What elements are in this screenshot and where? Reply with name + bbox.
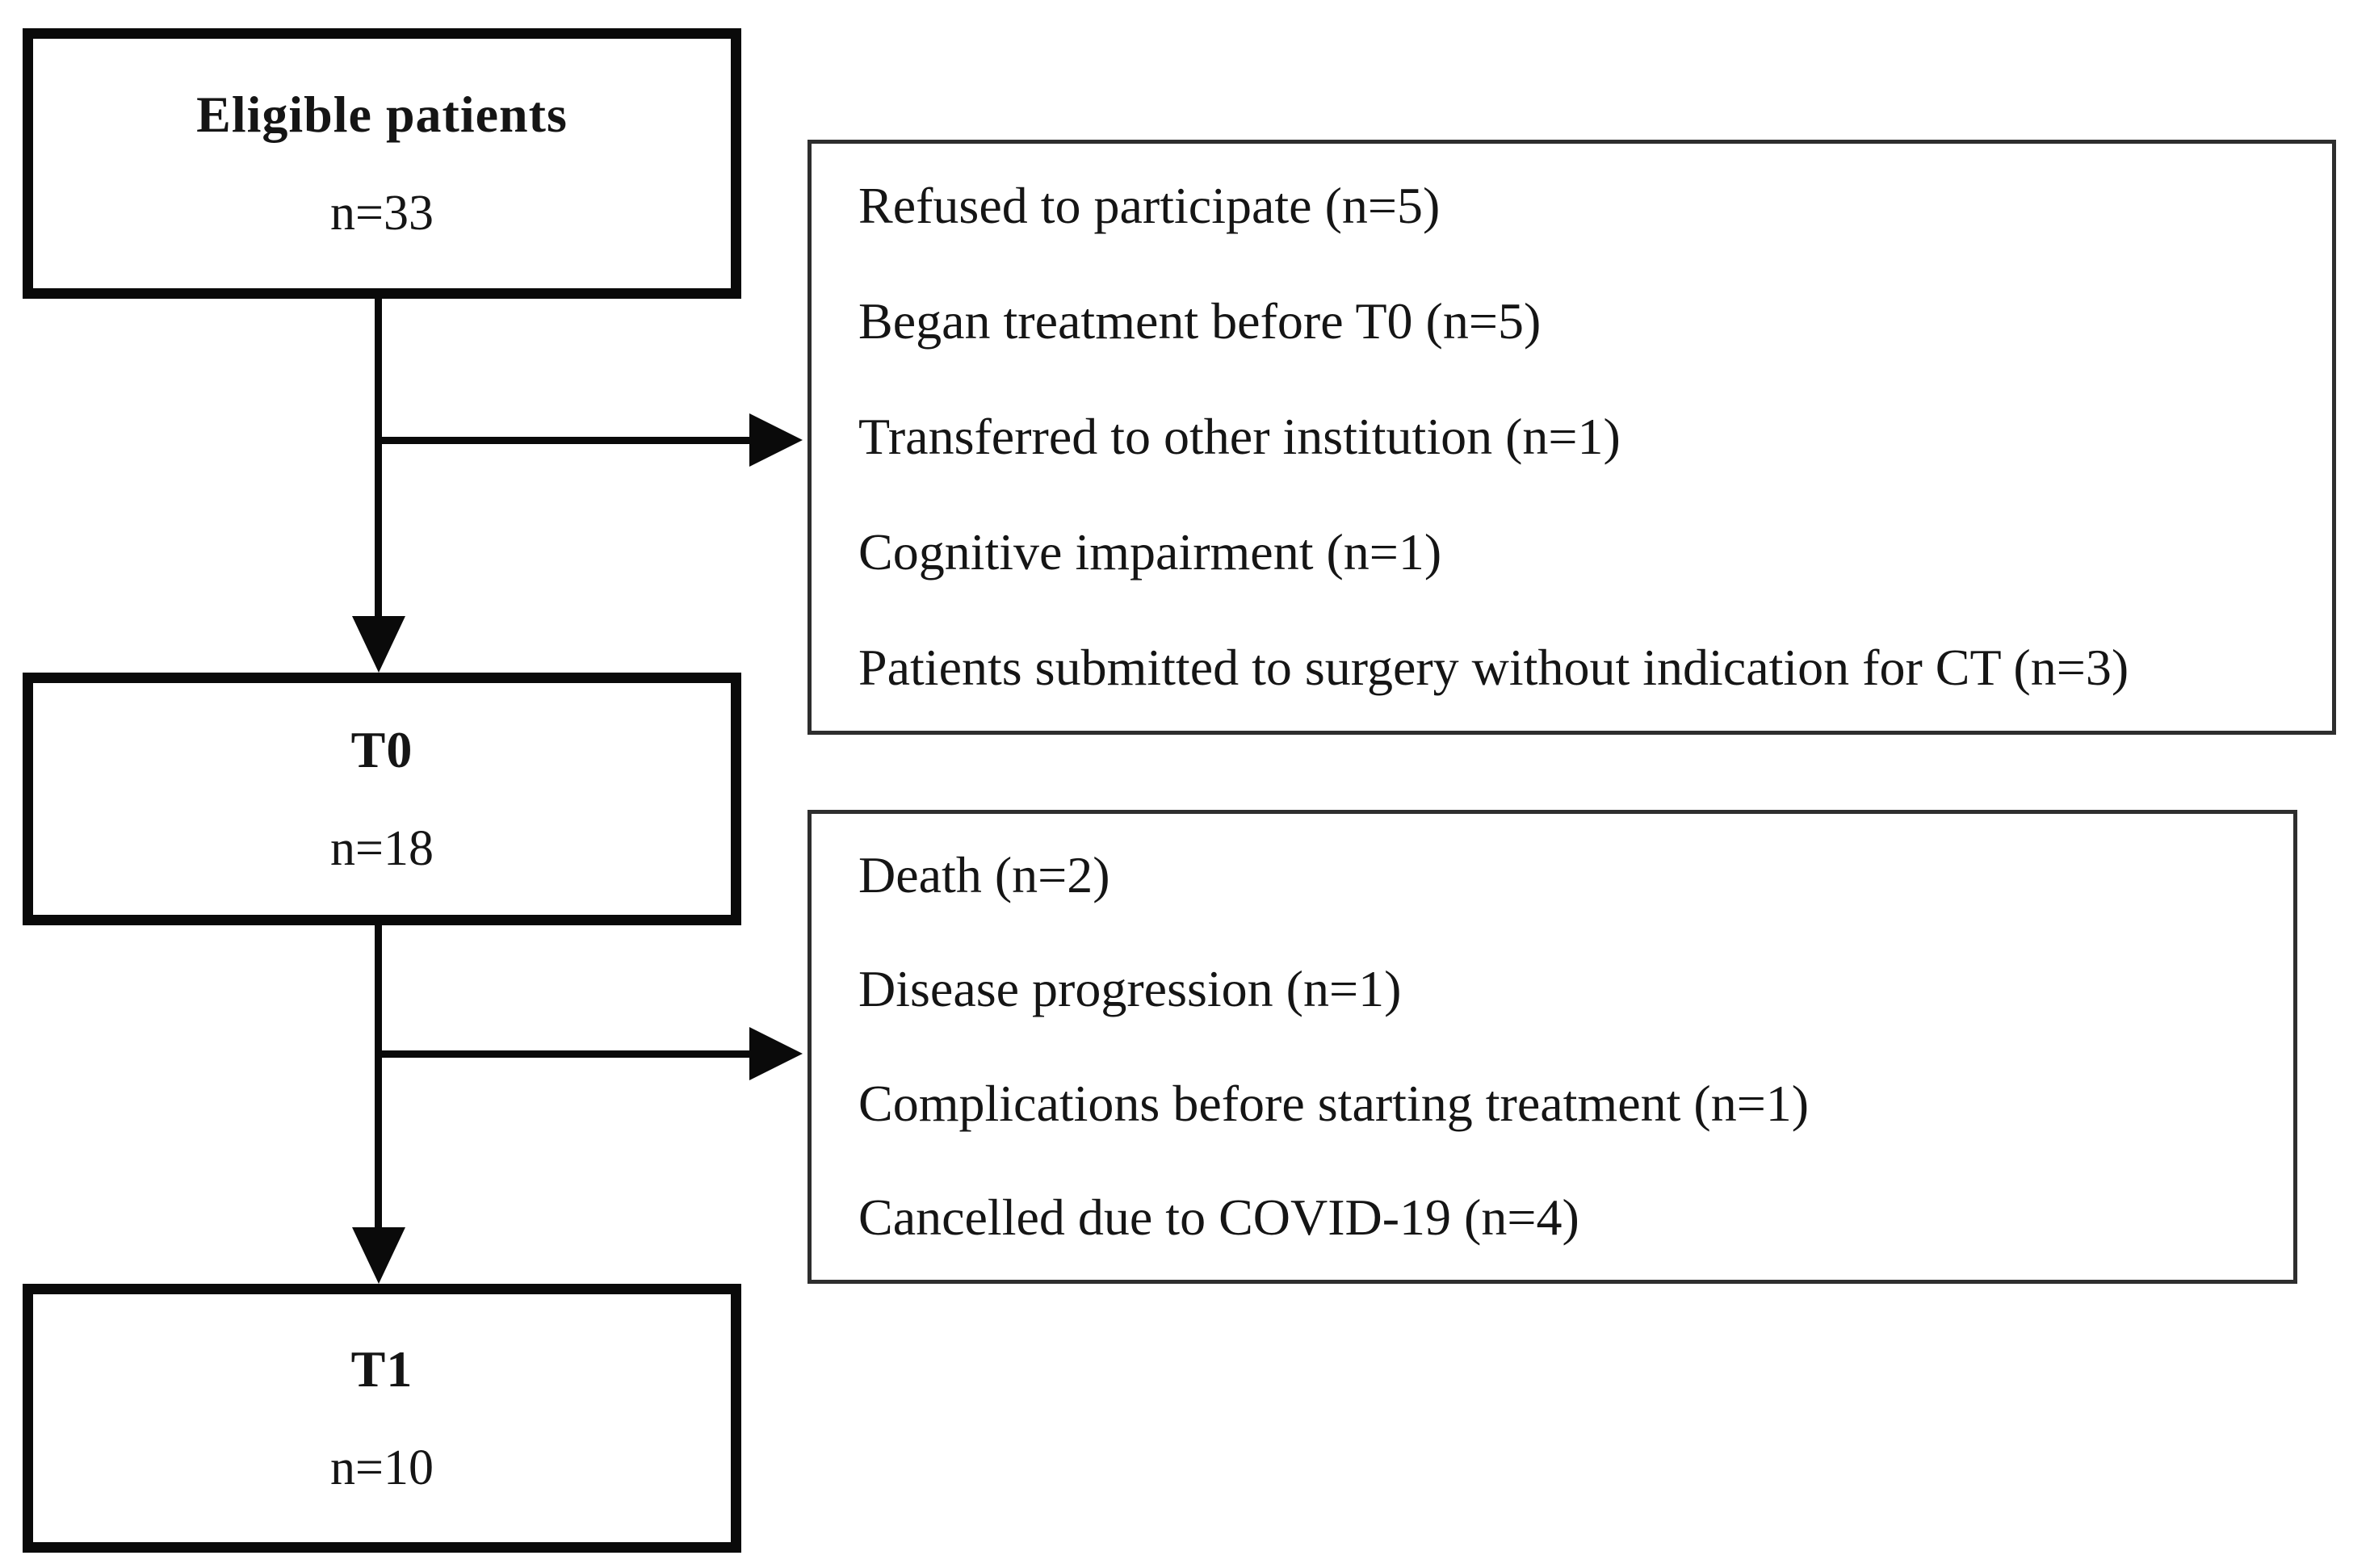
flow-box-title: T1 [350, 1340, 413, 1398]
flow-box-t0: T0 n=18 [23, 673, 741, 925]
exclusion-item: Patients submitted to surgery without in… [858, 639, 2129, 697]
exclusion-item: Death (n=2) [858, 846, 1110, 904]
exclusion-box-before-t0: Refused to participate (n=5) Began treat… [807, 140, 2336, 735]
flow-box-count: n=10 [330, 1440, 434, 1495]
arrow-line-t0-to-t1 [375, 925, 382, 1229]
flow-box-eligible-patients: Eligible patients n=33 [23, 28, 741, 299]
exclusion-item: Transferred to other institution (n=1) [858, 408, 1621, 466]
arrow-line-eligible-to-t0 [375, 299, 382, 618]
exclusion-item: Cancelled due to COVID-19 (n=4) [858, 1188, 1579, 1246]
exclusion-item: Refused to participate (n=5) [858, 177, 1441, 235]
exclusion-item: Began treatment before T0 (n=5) [858, 292, 1542, 350]
exclusion-box-before-t1: Death (n=2) Disease progression (n=1) Co… [807, 810, 2297, 1284]
arrow-right-head-icon [749, 1027, 803, 1080]
exclusion-item: Cognitive impairment (n=1) [858, 523, 1442, 581]
arrow-down-head-icon [352, 616, 405, 673]
arrow-line-branch-exclusions-2 [378, 1050, 751, 1058]
flow-box-count: n=18 [330, 820, 434, 876]
arrow-down-head-icon [352, 1227, 405, 1284]
flow-box-t1: T1 n=10 [23, 1284, 741, 1553]
exclusion-item: Disease progression (n=1) [858, 960, 1402, 1018]
flow-box-title: T0 [350, 721, 413, 779]
flow-box-count: n=33 [330, 185, 434, 241]
flow-box-title: Eligible patients [196, 86, 568, 144]
arrow-right-head-icon [749, 413, 803, 467]
exclusion-item: Complications before starting treatment … [858, 1074, 1810, 1132]
arrow-line-branch-exclusions-1 [378, 437, 751, 444]
